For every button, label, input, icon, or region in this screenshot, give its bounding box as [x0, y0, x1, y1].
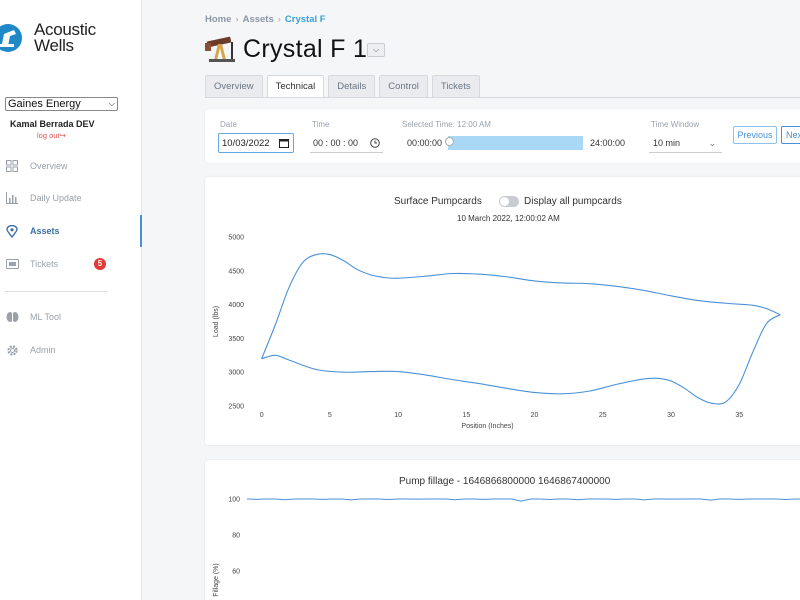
chevron-down-icon: ⌄ — [708, 138, 716, 148]
sidebar-item-tickets[interactable]: Tickets 5 — [0, 253, 140, 275]
next-button[interactable]: Next — [781, 126, 800, 144]
y-tick-label: 60 — [232, 569, 240, 576]
date-label: Date — [220, 120, 237, 129]
pump-fillage-chart: 60 80 100 Fillage (%) — [213, 497, 800, 597]
display-all-pumpcards-toggle[interactable] — [499, 196, 519, 207]
logout-link[interactable]: log out↪ — [37, 131, 66, 140]
time-window-select[interactable]: 10 min ⌄ — [649, 133, 722, 153]
tab-details[interactable]: Details — [328, 75, 376, 97]
time-slider-thumb[interactable] — [445, 137, 454, 146]
x-tick-label: 35 — [735, 412, 743, 419]
tab-control[interactable]: Control — [379, 75, 428, 97]
x-axis-label: Position (Inches) — [461, 423, 513, 430]
ticket-icon — [5, 257, 19, 271]
tab-tickets[interactable]: Tickets — [431, 75, 480, 97]
time-input[interactable]: 00 : 00 : 00 — [310, 133, 383, 153]
slider-end-label: 24:00:00 — [590, 138, 626, 148]
pumpcard-chart: 2500 3000 3500 4000 4500 5000 0 5 10 15 20 25 30 35 Po… — [213, 235, 781, 430]
y-tick-label: 5000 — [228, 235, 244, 242]
sidebar-item-label: Daily Update — [30, 193, 82, 203]
tickets-count-badge: 5 — [94, 258, 106, 270]
pump-fillage-title: Pump fillage - 1646866800000 16468674000… — [399, 476, 611, 487]
chevron-down-icon: ⌵ — [108, 99, 115, 108]
user-name: Kamal Berrada DEV — [10, 119, 95, 129]
x-tick-label: 15 — [462, 412, 470, 419]
date-input[interactable]: 10/03/2022 — [218, 133, 294, 153]
acoustic-wells-logo[interactable]: Acoustic Wells — [0, 18, 140, 58]
x-tick-label: 5 — [328, 412, 332, 419]
tab-technical[interactable]: Technical — [266, 75, 325, 97]
time-window-label: Time Window — [651, 120, 700, 129]
sidebar-item-label: ML Tool — [30, 312, 62, 322]
gear-icon — [5, 343, 19, 357]
pumpjack-icon — [205, 36, 235, 62]
pump-fillage-chart-card: Pump fillage - 1646866800000 16468674000… — [205, 460, 800, 600]
x-tick-label: 30 — [667, 412, 675, 419]
fillage-series-line — [246, 498, 800, 502]
sidebar-item-label: Overview — [30, 161, 68, 171]
y-tick-label: 80 — [232, 533, 240, 540]
calendar-icon[interactable] — [279, 138, 289, 148]
y-tick-label: 4000 — [228, 302, 244, 309]
time-toolbar: Date 10/03/2022 Time 00 : 00 : 00 Select… — [205, 109, 800, 163]
time-slider-track[interactable] — [448, 136, 583, 150]
y-tick-label: 3500 — [228, 336, 244, 343]
sidebar-item-admin[interactable]: Admin — [0, 339, 140, 361]
sidebar-item-daily-update[interactable]: Daily Update — [0, 187, 140, 209]
breadcrumb-home[interactable]: Home — [205, 14, 232, 25]
toggle-label: Display all pumpcards — [524, 196, 622, 207]
tab-overview[interactable]: Overview — [205, 75, 263, 97]
pumpcard-chart-card: Surface Pumpcards Display all pumpcards … — [205, 177, 800, 445]
time-label: Time — [312, 120, 330, 129]
y-tick-label: 3000 — [228, 370, 244, 377]
sidebar-item-assets[interactable]: Assets — [0, 220, 140, 242]
pumpcard-timestamp: 10 March 2022, 12:00:02 AM — [457, 214, 560, 223]
logo-text: Acoustic Wells — [34, 20, 96, 55]
previous-button[interactable]: Previous — [733, 126, 777, 144]
sidebar-item-label: Assets — [30, 226, 60, 236]
pumpcard-title: Surface Pumpcards — [394, 196, 482, 207]
sidebar-divider — [5, 291, 108, 292]
tab-bar: Overview Technical Details Control Ticke… — [205, 75, 484, 97]
pumpcard-series-line-1 — [261, 253, 781, 359]
selected-time-label: Selected Time: 12:00 AM — [402, 120, 491, 129]
x-tick-label: 10 — [394, 412, 402, 419]
page-title: Crystal F 1 — [243, 35, 368, 63]
logout-icon: ↪ — [59, 131, 66, 140]
tabs-underline — [205, 97, 800, 98]
y-axis-label: Fillage (%) — [213, 563, 220, 596]
company-select[interactable]: Gaines Energy ⌵ — [5, 97, 118, 111]
sidebar-item-overview[interactable]: Overview — [0, 155, 140, 177]
sidebar-item-label: Admin — [30, 345, 56, 355]
location-pin-icon — [5, 224, 19, 238]
clock-icon — [370, 138, 380, 148]
pumpcard-series-line-2 — [261, 314, 781, 405]
breadcrumb-current: Crystal F — [284, 14, 326, 25]
x-tick-label: 20 — [531, 412, 539, 419]
grid-icon — [5, 159, 19, 173]
x-tick-label: 0 — [260, 412, 264, 419]
breadcrumb-assets[interactable]: Assets — [242, 14, 274, 25]
slider-start-label: 00:00:00 — [407, 138, 443, 148]
y-tick-label: 100 — [228, 497, 240, 504]
sidebar: Acoustic Wells Gaines Energy ⌵ Kamal Ber… — [0, 0, 142, 600]
logo-icon — [0, 24, 22, 52]
bar-chart-icon — [5, 191, 19, 205]
asset-dropdown-button[interactable]: ⌵ — [367, 43, 385, 57]
breadcrumb: Home › Assets › Crystal F — [205, 14, 326, 25]
y-axis-label: Load (lbs) — [213, 306, 220, 337]
active-indicator — [140, 215, 142, 247]
y-tick-label: 4500 — [228, 268, 244, 275]
brain-icon — [5, 310, 19, 324]
sidebar-item-label: Tickets — [30, 259, 59, 269]
chevron-down-icon: ⌵ — [372, 45, 380, 54]
sidebar-item-ml-tool[interactable]: ML Tool — [0, 306, 140, 328]
y-tick-label: 2500 — [228, 404, 244, 411]
x-tick-label: 25 — [599, 412, 607, 419]
